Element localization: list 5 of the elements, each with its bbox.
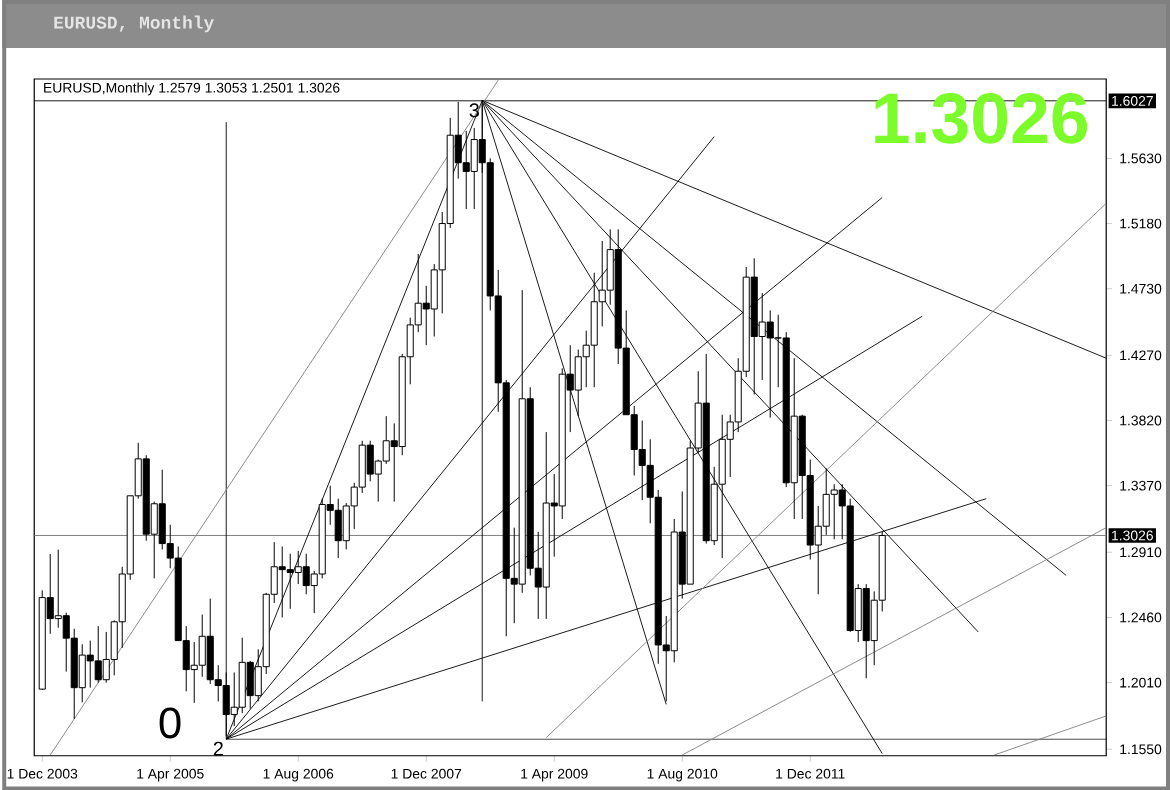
chart-title: EURUSD, Monthly [54,15,214,33]
annotation: 1.3026 [875,92,1088,144]
annotation: 2 [213,741,223,756]
annotation: 0 [159,707,181,739]
annotation: 3 [469,103,479,118]
